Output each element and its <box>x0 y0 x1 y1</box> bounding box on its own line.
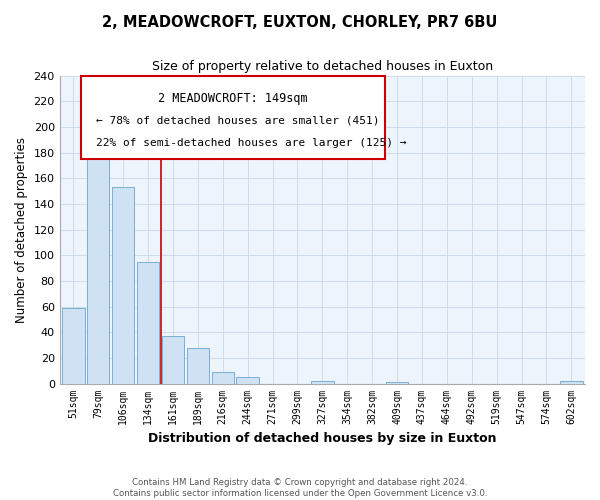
Text: 22% of semi-detached houses are larger (125) →: 22% of semi-detached houses are larger (… <box>97 138 407 148</box>
Bar <box>212 372 234 384</box>
Bar <box>162 336 184 384</box>
Title: Size of property relative to detached houses in Euxton: Size of property relative to detached ho… <box>152 60 493 73</box>
Text: Contains HM Land Registry data © Crown copyright and database right 2024.
Contai: Contains HM Land Registry data © Crown c… <box>113 478 487 498</box>
Bar <box>386 382 408 384</box>
FancyBboxPatch shape <box>80 76 385 158</box>
Bar <box>137 262 159 384</box>
Bar <box>236 377 259 384</box>
Bar <box>62 308 85 384</box>
Bar <box>87 145 109 384</box>
Text: 2, MEADOWCROFT, EUXTON, CHORLEY, PR7 6BU: 2, MEADOWCROFT, EUXTON, CHORLEY, PR7 6BU <box>103 15 497 30</box>
Bar <box>560 381 583 384</box>
Bar <box>311 381 334 384</box>
Text: ← 78% of detached houses are smaller (451): ← 78% of detached houses are smaller (45… <box>97 116 380 126</box>
Bar <box>112 187 134 384</box>
Bar <box>187 348 209 384</box>
Y-axis label: Number of detached properties: Number of detached properties <box>15 136 28 322</box>
Text: 2 MEADOWCROFT: 149sqm: 2 MEADOWCROFT: 149sqm <box>158 92 308 106</box>
X-axis label: Distribution of detached houses by size in Euxton: Distribution of detached houses by size … <box>148 432 497 445</box>
